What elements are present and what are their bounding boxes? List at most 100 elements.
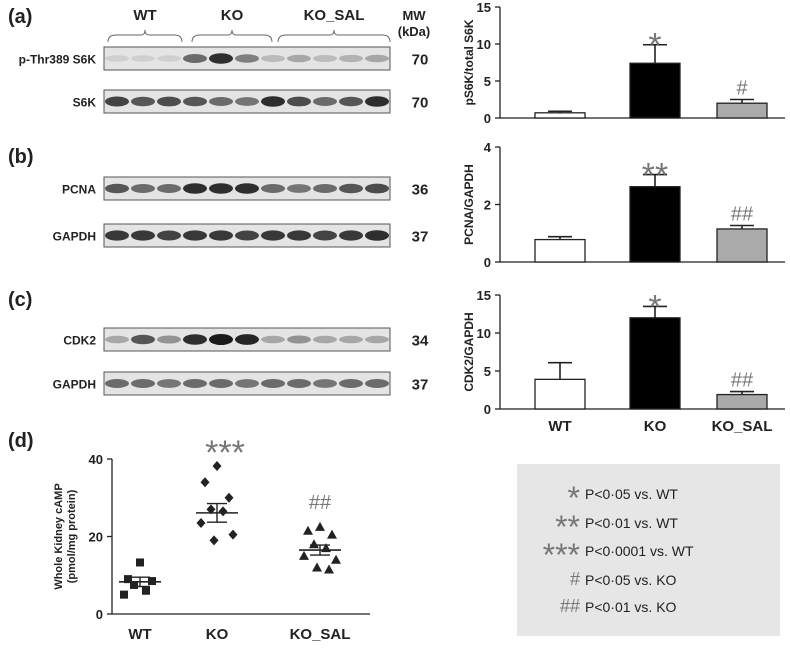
mw-value: 37 <box>412 229 429 246</box>
group-label: KO_SAL <box>304 7 365 24</box>
y-tick-label: 2 <box>484 198 491 213</box>
mw-value: 36 <box>412 182 429 199</box>
significance: *** <box>205 434 245 472</box>
blot-band <box>131 184 155 193</box>
bar <box>534 238 586 263</box>
x-tick-label: KO_SAL <box>712 418 773 435</box>
blot-band <box>183 230 207 241</box>
point <box>218 506 228 517</box>
y-tick-label: 0 <box>96 607 103 622</box>
blot-band <box>131 334 155 345</box>
blot-band <box>313 55 337 62</box>
x-tick-label: KO <box>644 418 667 435</box>
blot-band <box>131 379 155 388</box>
blot-label: CDK2 <box>63 334 96 348</box>
x-tick-label: WT <box>128 626 151 643</box>
blot-band <box>287 335 311 344</box>
legend-box <box>517 464 780 636</box>
y-axis-label: pS6K/total S6K <box>462 19 476 105</box>
group-bracket <box>107 29 183 43</box>
blot-band <box>209 97 233 106</box>
y-tick-label: 5 <box>484 74 491 89</box>
bar <box>629 186 681 263</box>
blot-band <box>365 183 389 194</box>
blot-band <box>287 96 311 107</box>
x-tick-label: WT <box>548 418 571 435</box>
blot-band <box>313 97 337 106</box>
point <box>136 558 144 567</box>
blot-band <box>157 230 181 241</box>
blot-band <box>157 184 181 193</box>
error-bar <box>548 110 572 113</box>
blot-band <box>339 183 363 194</box>
blot-band <box>157 96 181 107</box>
blot-band <box>105 230 129 241</box>
legend-text: P<0·01 vs. WT <box>585 515 678 531</box>
blot-band <box>157 335 181 344</box>
y-tick-label: 10 <box>477 326 491 341</box>
error-bar <box>548 235 572 240</box>
y-tick-label: 20 <box>89 530 103 545</box>
point <box>331 554 341 564</box>
sem-bar <box>207 502 227 523</box>
blot-band <box>157 55 181 62</box>
legend-symbol: ** <box>555 509 580 545</box>
y-tick-label: 40 <box>89 452 103 467</box>
sem-bar <box>130 576 150 588</box>
y-axis-label: (pmol/mg protein) <box>66 489 78 583</box>
mw-value: 70 <box>412 52 429 69</box>
blot-band <box>261 230 285 241</box>
blot-band <box>365 379 389 388</box>
y-tick-label: 5 <box>484 364 491 379</box>
bar <box>629 62 681 119</box>
y-tick-label: 0 <box>484 111 491 126</box>
blot-band <box>105 55 129 62</box>
blot-band <box>131 55 155 62</box>
blot-band <box>313 184 337 193</box>
sem-bar <box>310 544 330 556</box>
blot-band <box>261 335 285 344</box>
blot-band <box>209 334 233 345</box>
point <box>130 580 138 589</box>
y-tick-label: 15 <box>477 288 491 303</box>
blot-band <box>365 96 389 107</box>
point <box>142 586 150 595</box>
y-tick-label: 0 <box>484 402 491 417</box>
blot-band <box>339 335 363 344</box>
blot-band <box>183 54 207 63</box>
mw-value: 37 <box>412 377 429 394</box>
point <box>324 564 334 574</box>
significance: # <box>736 78 748 100</box>
point <box>224 492 234 503</box>
point <box>120 590 128 599</box>
blot-label: GAPDH <box>53 378 96 392</box>
legend-text: P<0·0001 vs. WT <box>585 543 694 559</box>
y-axis-label: PCNA/GAPDH <box>462 164 476 245</box>
blot-band <box>183 379 207 388</box>
blot-band <box>261 96 285 107</box>
panel-label: (c) <box>8 289 32 311</box>
point <box>209 535 219 546</box>
bar <box>716 393 768 410</box>
blot-label: PCNA <box>62 183 96 197</box>
blot-band <box>261 55 285 62</box>
blot-label: GAPDH <box>53 230 96 244</box>
legend-text: P<0·01 vs. KO <box>585 599 677 615</box>
mw-header: MW <box>402 8 426 23</box>
blot-band <box>365 230 389 241</box>
blot-band <box>339 379 363 388</box>
blot-band <box>183 183 207 194</box>
blot-band <box>131 96 155 107</box>
legend-symbol: # <box>570 569 580 589</box>
significance: ** <box>642 157 668 195</box>
error-bar <box>643 173 667 187</box>
blot-label: p-Thr389 S6K <box>19 53 97 67</box>
blot-band <box>287 379 311 388</box>
blot-label: S6K <box>73 96 97 110</box>
blot-band <box>235 379 259 388</box>
blot-band <box>157 379 181 388</box>
blot-band <box>209 183 233 194</box>
mw-header: (kDa) <box>398 24 431 39</box>
point <box>200 477 210 488</box>
